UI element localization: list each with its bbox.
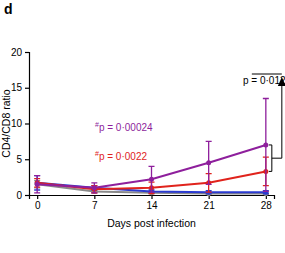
chart: d 0 7 14 21 28 0 5 10 15 20 Days post infection CD4/…	[0, 0, 285, 253]
arrow-cap	[252, 74, 282, 75]
panel-label: d	[4, 1, 13, 17]
x-tick: 7	[92, 195, 98, 211]
x-tick-mark	[94, 195, 95, 199]
series-line	[37, 145, 266, 188]
y-tick-label: 10	[11, 118, 23, 129]
point	[206, 160, 211, 165]
y-axis: 0 5 10 15 20	[11, 47, 30, 201]
point	[35, 182, 40, 187]
x-axis-line	[30, 196, 275, 200]
y-tick-mark	[25, 195, 29, 196]
x-tick: 0	[35, 195, 41, 211]
y-tick-mark	[25, 123, 29, 124]
plot-area	[34, 98, 269, 196]
x-tick-mark	[37, 195, 38, 199]
y-tick-label: 5	[16, 154, 22, 165]
point	[149, 177, 154, 182]
point	[92, 185, 97, 190]
y-tick-label: 0	[16, 190, 22, 201]
point	[263, 142, 268, 147]
x-tick: 14	[146, 195, 158, 211]
annotation: #p = 0·00024	[95, 121, 153, 133]
y-tick: 20	[11, 47, 29, 58]
error-bar	[206, 141, 212, 184]
x-tick-label: 28	[261, 200, 273, 211]
x-axis-title: Days post infection	[107, 217, 196, 229]
point	[35, 182, 40, 187]
annotation: #p = 0·0022	[95, 150, 147, 162]
y-tick-label: 15	[11, 82, 23, 93]
arrowhead	[278, 77, 285, 86]
series	[34, 98, 269, 192]
error-bar	[149, 166, 155, 192]
x-tick-label: 14	[146, 200, 158, 211]
y-axis-title: CD4/CD8 ratio	[0, 89, 12, 157]
y-tick: 0	[16, 190, 29, 201]
error-bar	[263, 98, 269, 191]
y-tick-mark	[25, 52, 29, 53]
y-tick-mark	[25, 88, 29, 89]
x-axis: 0 7 14 21 28	[30, 195, 275, 211]
error-bar	[34, 176, 40, 193]
y-tick: 5	[16, 154, 29, 165]
x-tick-label: 21	[204, 200, 216, 211]
x-tick-mark	[151, 195, 152, 199]
annotation: p = 0·012	[243, 75, 285, 86]
bracket	[269, 84, 282, 171]
error-bar	[91, 183, 97, 193]
x-tick: 28	[261, 195, 273, 211]
point	[92, 185, 97, 190]
y-tick: 10	[11, 118, 29, 129]
y-axis-line	[25, 53, 30, 196]
x-tick-label: 0	[35, 200, 41, 211]
y-tick-label: 20	[11, 47, 23, 58]
x-tick: 21	[204, 195, 216, 211]
series	[34, 157, 269, 193]
y-tick: 15	[11, 82, 29, 93]
x-tick-label: 7	[92, 200, 98, 211]
y-tick-mark	[25, 159, 29, 160]
